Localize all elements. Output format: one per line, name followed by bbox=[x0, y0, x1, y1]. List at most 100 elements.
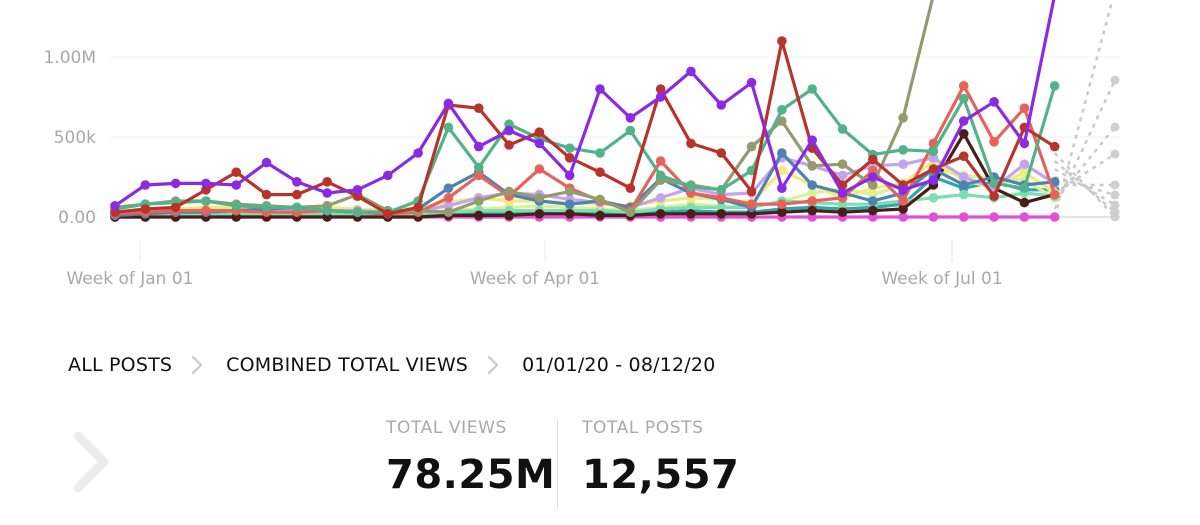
data-point bbox=[746, 199, 757, 209]
y-tick-label: 0.00 bbox=[58, 208, 96, 228]
data-point bbox=[898, 196, 908, 206]
data-point bbox=[807, 196, 817, 206]
stat-divider bbox=[557, 418, 558, 510]
breadcrumb: ALL POSTS COMBINED TOTAL VIEWS 01/01/20 … bbox=[68, 350, 715, 380]
data-point bbox=[261, 202, 272, 213]
data-point bbox=[292, 189, 302, 200]
data-point bbox=[1019, 212, 1030, 222]
data-point bbox=[140, 180, 151, 190]
data-point bbox=[958, 93, 969, 104]
data-point bbox=[322, 205, 332, 216]
data-point bbox=[928, 193, 939, 203]
data-point bbox=[443, 207, 454, 217]
data-point bbox=[958, 189, 969, 200]
data-point bbox=[655, 84, 666, 94]
y-axis-ticks: 0.00 500k 1.00M bbox=[43, 48, 96, 228]
data-point bbox=[504, 140, 514, 150]
data-point bbox=[686, 138, 696, 149]
data-point bbox=[716, 209, 727, 219]
projection-line bbox=[1053, 79, 1117, 210]
data-point bbox=[898, 185, 908, 195]
data-point bbox=[443, 98, 454, 109]
data-point bbox=[958, 212, 969, 222]
breadcrumb-date-range[interactable]: 01/01/20 - 08/12/20 bbox=[522, 354, 716, 376]
projection-point bbox=[1110, 190, 1120, 200]
data-point bbox=[716, 148, 727, 158]
projection-point bbox=[1110, 149, 1120, 159]
data-point bbox=[534, 138, 545, 149]
data-point bbox=[595, 210, 605, 221]
data-point bbox=[383, 170, 393, 181]
data-point bbox=[564, 153, 575, 163]
data-point bbox=[201, 178, 211, 189]
data-point bbox=[655, 156, 666, 166]
data-point bbox=[655, 92, 666, 102]
data-point bbox=[837, 159, 848, 169]
projection-tail bbox=[1053, 0, 1120, 222]
breadcrumb-all-posts[interactable]: ALL POSTS bbox=[68, 354, 173, 376]
data-point bbox=[564, 143, 575, 153]
data-point bbox=[837, 124, 848, 134]
data-point bbox=[989, 97, 999, 107]
data-point bbox=[716, 100, 727, 110]
data-point bbox=[807, 180, 817, 190]
chevron-right-icon bbox=[482, 354, 504, 376]
x-tick-label: Week of Apr 01 bbox=[470, 269, 600, 289]
data-point bbox=[837, 188, 848, 198]
breadcrumb-combined-total-views[interactable]: COMBINED TOTAL VIEWS bbox=[226, 354, 469, 376]
data-point bbox=[868, 154, 878, 165]
data-point bbox=[473, 170, 484, 181]
data-point bbox=[958, 180, 969, 190]
data-point bbox=[1049, 81, 1060, 91]
chart-series bbox=[110, 0, 1060, 222]
data-point bbox=[989, 212, 999, 222]
x-tick-label: Week of Jul 01 bbox=[881, 269, 1002, 289]
data-point bbox=[1019, 197, 1030, 208]
data-point bbox=[989, 137, 999, 147]
data-point bbox=[807, 205, 817, 216]
data-point bbox=[473, 141, 484, 152]
data-point bbox=[746, 186, 757, 197]
views-line-chart: 0.00 500k 1.00M Week of Jan 01 Week of Apr … bbox=[43, 0, 1120, 289]
data-point bbox=[110, 201, 120, 211]
data-point bbox=[928, 212, 939, 222]
data-point bbox=[625, 113, 636, 123]
previous-button[interactable] bbox=[70, 430, 114, 494]
data-point bbox=[231, 180, 242, 190]
data-point bbox=[777, 116, 787, 126]
data-point bbox=[746, 141, 757, 152]
series-line bbox=[110, 36, 1060, 219]
data-point bbox=[898, 159, 908, 169]
data-point bbox=[898, 204, 908, 214]
data-point bbox=[958, 172, 969, 182]
total-views-value: 78.25M bbox=[386, 452, 556, 498]
data-point bbox=[1049, 189, 1060, 200]
data-point bbox=[686, 181, 696, 192]
data-point bbox=[352, 207, 363, 217]
data-point bbox=[716, 185, 727, 195]
chevron-right-icon bbox=[73, 431, 109, 493]
data-point bbox=[231, 201, 242, 211]
data-point bbox=[686, 66, 696, 77]
projection-line bbox=[1054, 167, 1116, 207]
data-point bbox=[625, 183, 636, 193]
data-point bbox=[595, 148, 605, 158]
series-path bbox=[113, 132, 1057, 219]
data-point bbox=[383, 209, 393, 219]
data-point bbox=[807, 84, 817, 94]
projection-line bbox=[1053, 152, 1116, 218]
data-point bbox=[322, 188, 332, 198]
data-point bbox=[807, 161, 817, 171]
data-point bbox=[958, 116, 969, 126]
data-point bbox=[534, 164, 545, 174]
data-point bbox=[777, 165, 787, 176]
data-point bbox=[1049, 141, 1060, 152]
data-point bbox=[777, 148, 787, 158]
data-point bbox=[473, 103, 484, 113]
data-point bbox=[595, 194, 605, 205]
data-point bbox=[443, 122, 454, 133]
data-point bbox=[989, 191, 999, 201]
projection-point bbox=[1110, 200, 1120, 210]
data-point bbox=[1019, 183, 1030, 193]
projection-line bbox=[1053, 126, 1116, 202]
